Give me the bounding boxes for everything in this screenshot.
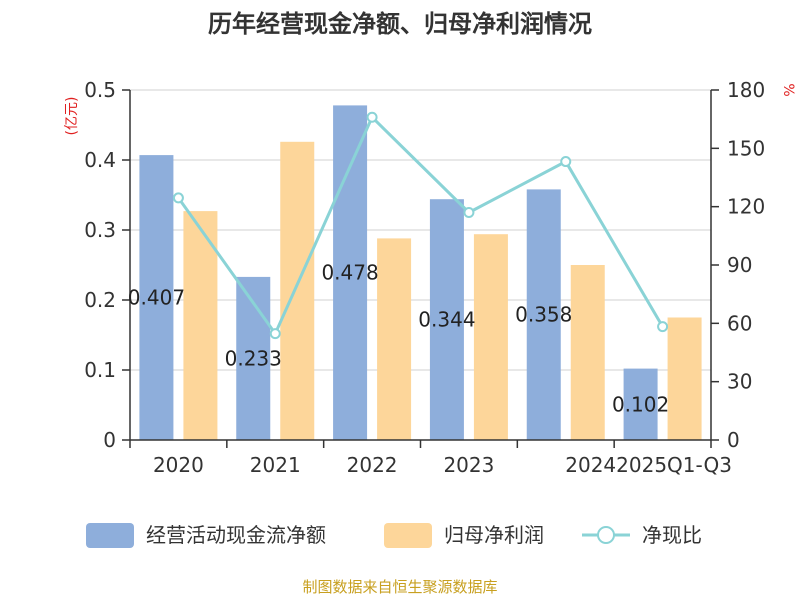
y-right-tick-label: 60 — [727, 311, 752, 335]
ratio-point — [657, 321, 669, 333]
bar-cashflow — [526, 189, 561, 440]
axes: 0 0.1 0.2 0.3 0.4 0.5 0 30 60 90 120 150 180 (亿元)% 202… — [64, 78, 796, 477]
y-right-tick-label: 0 — [727, 428, 740, 452]
x-tick-label: 2025Q1-Q3 — [616, 453, 732, 477]
legend-label-cashflow: 经营活动现金流净额 — [146, 523, 326, 547]
bar-net-profit — [473, 234, 508, 440]
ratio-point — [269, 328, 281, 340]
data-label-cashflow: 0.478 — [321, 261, 378, 285]
ratio-point — [463, 207, 475, 218]
data-label-cashflow: 0.358 — [515, 303, 572, 327]
bar-net-profit — [280, 141, 315, 441]
bar-net-profit — [667, 317, 702, 440]
y-right-tick-label: 180 — [727, 78, 765, 102]
source-note: 制图数据来自恒生聚源数据库 — [302, 578, 497, 596]
ratio-line-path — [177, 114, 664, 337]
y-right-tick-label: 90 — [727, 253, 752, 277]
x-tick-label: 2024 — [565, 453, 616, 477]
legend-label-net-profit: 归母净利润 — [444, 523, 544, 547]
y-left-tick-label: 0.2 — [84, 288, 116, 312]
ratio-line — [172, 111, 669, 340]
bars — [139, 105, 702, 441]
bar-net-profit — [377, 238, 412, 440]
x-tick-label: 2021 — [250, 453, 301, 477]
bar-net-profit — [570, 265, 605, 440]
legend: 经营活动现金流净额 归母净利润 净现比 — [86, 523, 702, 548]
bar-cashflow — [429, 199, 464, 440]
legend-swatch-cashflow — [86, 523, 134, 548]
y-left-tick-label: 0.4 — [84, 148, 116, 172]
grid — [130, 89, 711, 371]
y-left-tick-label: 0.3 — [84, 218, 116, 242]
ratio-point — [172, 192, 184, 204]
y-left-tick-label: 0 — [103, 428, 116, 452]
bar-cashflow — [139, 155, 174, 440]
data-label-cashflow: 0.407 — [128, 286, 185, 310]
x-tick-label: 2022 — [347, 453, 398, 477]
y-left-tick-label: 0.1 — [84, 358, 116, 382]
data-label-cashflow: 0.102 — [612, 392, 669, 416]
y-right-unit: % — [780, 83, 796, 96]
ratio-point — [366, 111, 378, 123]
ratio-point — [560, 156, 572, 168]
bar-net-profit — [183, 211, 218, 440]
legend-swatch-net-profit — [384, 523, 432, 548]
data-label-cashflow: 0.344 — [418, 308, 475, 332]
y-right-tick-label: 150 — [727, 136, 765, 160]
y-left-tick-label: 0.5 — [84, 78, 116, 102]
bar-cashflow — [623, 368, 658, 440]
x-tick-label: 2020 — [153, 453, 204, 477]
data-label-cashflow: 0.233 — [225, 346, 282, 370]
y-right-tick-label: 120 — [727, 195, 765, 219]
chart-title: 历年经营现金净额、归母净利润情况 — [208, 10, 592, 38]
bar-cashflow — [333, 105, 368, 441]
x-tick-label: 2023 — [443, 453, 494, 477]
legend-label-ratio: 净现比 — [642, 523, 702, 547]
y-right-tick-label: 30 — [727, 370, 752, 394]
data-labels: 0.407 0.233 0.478 0.344 0.358 0.102 — [128, 261, 669, 417]
legend-marker-ratio — [597, 526, 615, 544]
y-left-unit: (亿元) — [64, 97, 80, 136]
